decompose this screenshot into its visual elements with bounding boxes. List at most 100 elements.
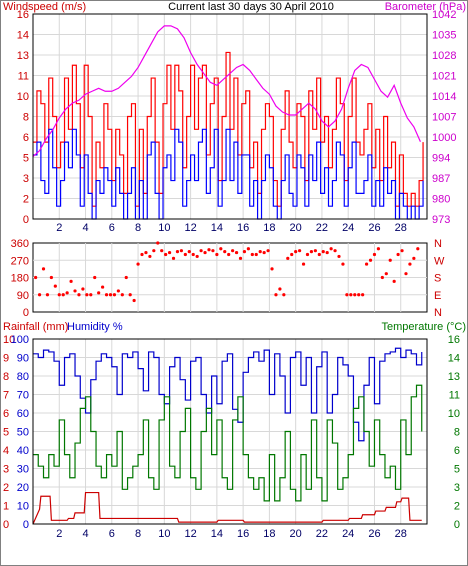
direction-point [93,275,97,280]
barometer-tick: 1014 [432,91,456,103]
windspeed-tick: 14 [17,30,29,42]
windspeed-tick: 13 [17,50,29,62]
direction-point [191,252,195,257]
x-tick: 26 [368,222,380,234]
humidity-tick: 90 [17,353,29,365]
direction-point [207,248,211,252]
x-tick: 16 [237,222,249,234]
direction-point [341,262,345,266]
direction-point [270,267,274,271]
direction-point [357,293,361,297]
temperature-tick: 3 [454,482,460,494]
direction-point [227,252,231,257]
compass-tick: S [434,273,441,285]
direction-point [148,254,152,259]
x-tick: 2 [56,528,62,540]
x-tick: 10 [158,222,170,234]
x-tick: 22 [316,222,328,234]
direction-point [372,252,377,257]
direction-point [37,293,42,297]
humidity-tick: 20 [17,482,29,494]
direction-point [65,291,69,295]
temperature-axis-title: Temperature (°C) [382,321,466,333]
rainfall-tick: 5 [3,427,9,439]
windspeed-tick: 0 [23,214,29,226]
rainfall-tick: 9 [3,353,9,365]
direction-point [164,252,168,257]
direction-point [384,272,388,276]
direction-point [258,250,262,254]
rainfall-tick: 8 [3,371,9,383]
direction-point [156,241,160,245]
direction-point [416,247,420,251]
direction-tick: 0 [23,307,29,319]
direction-point [97,291,101,295]
direction-point [333,249,337,253]
direction-point [353,293,357,297]
temperature-tick: 8 [454,427,460,439]
rainfall-tick: 10 [3,334,15,346]
windspeed-tick: 10 [17,91,29,103]
direction-point [294,250,298,254]
rainfall-tick: 6 [3,408,9,420]
direction-point [57,293,61,297]
direction-point [144,250,148,255]
direction-point [321,250,325,254]
direction-point [246,247,250,251]
direction-point [380,275,384,280]
direction-point [215,252,219,257]
rainfall-tick: 7 [3,390,9,402]
x-tick: 6 [109,528,115,540]
humidity-tick: 10 [17,501,29,513]
rainfall-axis-title: Rainfall (mm) [3,321,68,333]
direction-point [136,262,140,266]
direction-point [183,252,187,257]
barometer-tick: 1028 [432,50,456,62]
chart-title: Current last 30 days 30 April 2010 [168,1,334,13]
temperature-tick: 11 [449,390,460,402]
direction-point [45,293,50,297]
direction-point [266,249,270,253]
windspeed-axis-title: Windspeed (m/s) [3,1,86,13]
humidity-axis-title: Humidity % [67,321,123,333]
humidity-tick: 50 [17,427,29,439]
direction-point [132,298,136,303]
direction-point [116,289,120,293]
x-tick: 28 [395,528,407,540]
compass-tick: E [434,290,441,302]
temperature-tick: 2 [454,501,460,513]
baro-series [32,25,421,158]
direction-point [124,275,128,280]
x-tick: 22 [316,528,328,540]
direction-point [120,293,124,297]
windspeed-tick: 6 [23,132,29,144]
direction-point [313,249,317,253]
x-tick: 16 [237,528,249,540]
direction-point [301,262,306,266]
direction-point [250,252,254,257]
direction-point [61,293,65,297]
x-tick: 14 [211,222,223,234]
windspeed-tick: 2 [23,194,29,206]
direction-point [325,250,329,255]
x-tick: 18 [263,528,275,540]
direction-point [223,250,227,254]
direction-point [171,256,176,260]
direction-point [187,250,191,254]
direction-point [77,293,81,297]
x-tick: 10 [158,528,170,540]
direction-tick: 270 [11,255,29,267]
direction-point [388,258,392,262]
windspeed-tick: 3 [23,173,29,185]
x-tick: 4 [82,528,88,540]
direction-point [364,262,369,266]
windspeed-tick: 5 [23,153,29,165]
x-tick: 18 [263,222,275,234]
temperature-series [33,384,423,502]
rainfall-tick: 0 [3,519,9,531]
direction-point [203,250,207,255]
direction-point [85,293,89,297]
direction-point [392,279,396,283]
windspeed-tick: 16 [17,9,29,21]
